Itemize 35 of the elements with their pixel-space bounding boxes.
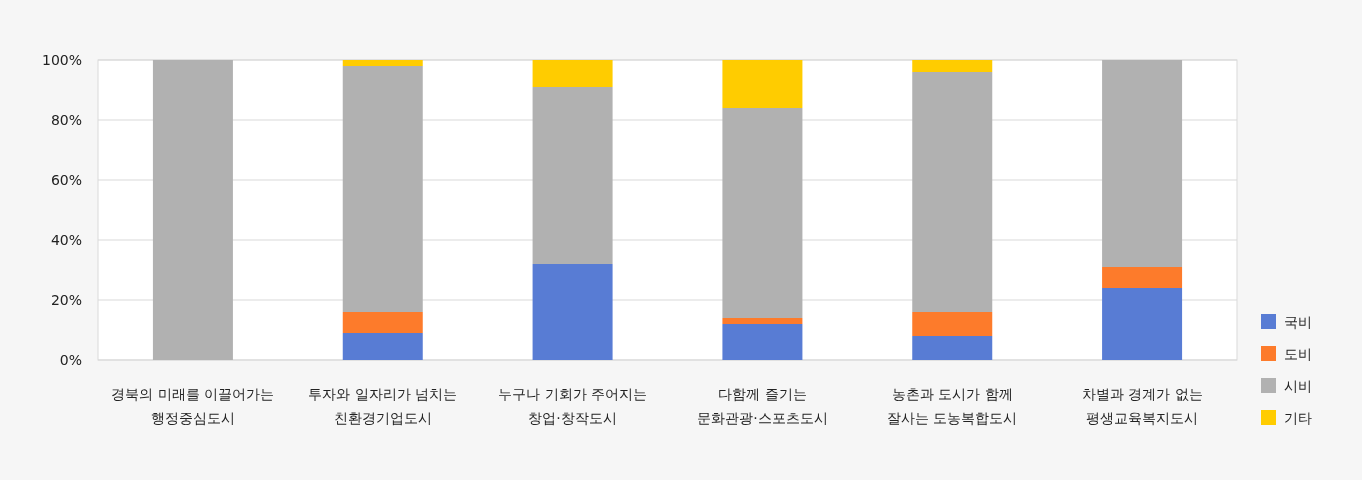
bar bbox=[342, 333, 423, 360]
bar bbox=[1102, 267, 1183, 288]
legend-label: 시비 bbox=[1284, 378, 1312, 394]
y-tick-label: 0% bbox=[59, 352, 82, 368]
bar bbox=[532, 60, 613, 87]
y-tick-label: 80% bbox=[50, 112, 82, 128]
legend-label: 기타 bbox=[1284, 410, 1312, 426]
bar bbox=[1102, 60, 1183, 267]
bar bbox=[912, 312, 993, 336]
x-tick-label: 경북의 미래를 이끌어가는 행정중심도시 bbox=[111, 386, 275, 426]
bar bbox=[722, 108, 803, 318]
bar bbox=[722, 318, 803, 324]
legend-label: 국비 bbox=[1284, 314, 1312, 330]
x-tick-label: 농촌과 도시가 함께 잘사는 도농복합도시 bbox=[887, 386, 1018, 426]
bar bbox=[342, 60, 423, 66]
x-tick-label: 다함께 즐기는 문화관광·스포츠도시 bbox=[697, 386, 828, 426]
y-tick-label: 20% bbox=[50, 292, 82, 308]
x-tick-label: 누구나 기회가 주어지는 창업·창작도시 bbox=[498, 386, 648, 426]
bar bbox=[342, 66, 423, 312]
x-tick-label: 투자와 일자리가 넘치는 친환경기업도시 bbox=[308, 386, 458, 426]
x-tick-label: 차별과 경계가 없는 평생교육복지도시 bbox=[1081, 386, 1203, 426]
bar bbox=[722, 60, 803, 108]
bar bbox=[152, 60, 233, 360]
bar bbox=[722, 324, 803, 360]
y-tick-label: 40% bbox=[50, 232, 82, 248]
y-tick-label: 100% bbox=[41, 52, 82, 68]
bar bbox=[532, 87, 613, 264]
bar bbox=[1102, 288, 1183, 360]
legend-label: 도비 bbox=[1284, 346, 1312, 362]
bar bbox=[912, 60, 993, 72]
bar bbox=[342, 312, 423, 333]
bar bbox=[532, 264, 613, 360]
bar bbox=[912, 336, 993, 360]
y-tick-label: 60% bbox=[50, 172, 82, 188]
bar bbox=[912, 72, 993, 312]
